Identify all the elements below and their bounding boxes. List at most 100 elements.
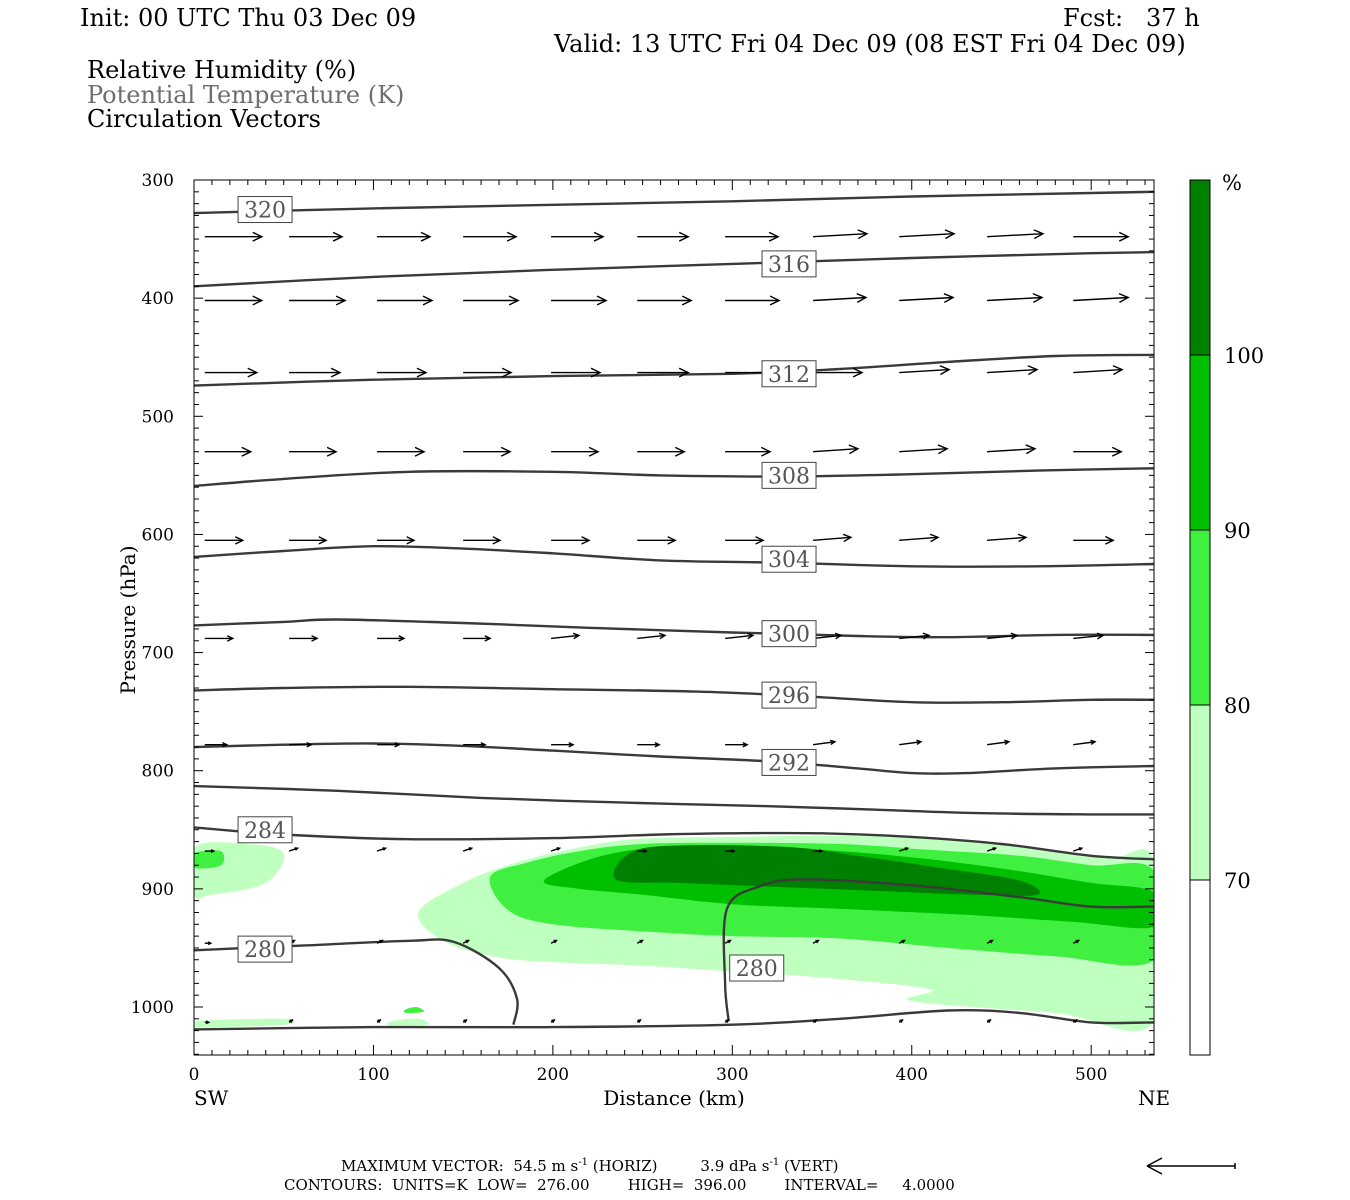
field-vectors-label: Circulation Vectors — [87, 105, 321, 133]
rh-fill-70 — [387, 1018, 429, 1027]
circulation-vector — [551, 367, 602, 378]
circulation-vector — [899, 365, 951, 376]
theta-contour-label: 308 — [761, 461, 817, 489]
circulation-vector — [288, 1018, 294, 1023]
theta-contour-label: 304 — [761, 545, 817, 573]
circulation-vector — [550, 1018, 556, 1023]
x-axis-label: Distance (km) — [603, 1086, 745, 1110]
theta-contour-300 — [194, 618, 1154, 639]
circulation-vector — [204, 367, 259, 378]
svg-text:292: 292 — [768, 751, 810, 776]
circulation-vector — [204, 941, 213, 946]
theta-contour-284 — [194, 826, 1154, 861]
circulation-vector — [899, 533, 940, 543]
circulation-vector — [463, 536, 502, 545]
circulation-vector — [289, 741, 313, 748]
theta-contour-320 — [194, 190, 1154, 215]
circulation-vector — [813, 293, 868, 303]
circulation-vector — [289, 231, 344, 242]
x-tick-label: 0 — [189, 1065, 200, 1085]
circulation-vector — [899, 229, 956, 240]
circulation-vector — [377, 367, 428, 378]
colorbar-segment — [1190, 705, 1210, 880]
reference-vector-icon — [1146, 1157, 1236, 1175]
circulation-vector — [899, 632, 931, 640]
circulation-vector — [813, 367, 864, 378]
max-vector-mid: (HORIZ) 3.9 dPa s — [587, 1157, 770, 1175]
theta-contour-276 — [194, 1009, 1154, 1031]
circulation-vector — [1073, 446, 1123, 457]
circulation-vector — [551, 632, 581, 640]
y-tick-label: 300 — [142, 171, 174, 191]
max-vector-suffix: (VERT) — [779, 1157, 839, 1175]
circulation-vector — [725, 446, 772, 457]
circulation-vector — [1072, 939, 1081, 944]
circulation-vector — [1073, 293, 1130, 303]
y-tick-label: 1000 — [131, 998, 174, 1018]
theta-contour-288 — [194, 784, 1154, 816]
y-tick-label: 800 — [142, 762, 174, 782]
theta-contour-label: 316 — [761, 250, 817, 278]
circulation-vector — [637, 446, 686, 457]
circulation-vector — [724, 1018, 730, 1023]
circulation-vector — [462, 1018, 468, 1023]
x-tick-label: 500 — [1075, 1065, 1107, 1085]
axes-layer: 300 400 500 600 700 800 900 1000 0 100 200 300 400 50… — [131, 171, 1154, 1085]
theta-contour-label: 280 — [237, 935, 293, 963]
circulation-vector — [812, 1018, 818, 1023]
circulation-vector — [463, 741, 487, 748]
circulation-vector — [725, 536, 765, 545]
circulation-vector — [986, 939, 994, 944]
circulation-vector — [898, 1018, 904, 1023]
y-tick-label: 400 — [142, 289, 174, 309]
circulation-vector — [899, 444, 949, 455]
circulation-vector — [813, 849, 824, 853]
svg-text:280: 280 — [736, 957, 778, 982]
y-tick-label: 700 — [142, 644, 174, 664]
circulation-vector — [463, 446, 512, 457]
ne-end-label: NE — [1138, 1086, 1170, 1110]
circulation-vector — [812, 632, 843, 640]
circulation-vector — [463, 231, 518, 242]
x-tick-label: 300 — [716, 1065, 748, 1085]
colorbar-label: 100 — [1224, 344, 1264, 368]
circulation-vector — [463, 367, 513, 378]
circulation-vector — [812, 939, 820, 944]
theta-contour-280 — [722, 878, 1154, 1022]
theta-contour-label: 292 — [761, 748, 817, 776]
x-tick-label: 400 — [896, 1065, 928, 1085]
colorbar: 70 80 90 100% — [1189, 171, 1264, 1056]
circulation-vector — [288, 847, 300, 852]
max-vector-prefix: MAXIMUM VECTOR: 54.5 m s — [341, 1157, 579, 1175]
theta-contour-316 — [194, 250, 1154, 288]
x-tick-label: 100 — [357, 1065, 389, 1085]
colorbar-unit: % — [1222, 171, 1242, 195]
circulation-vector — [1073, 231, 1130, 242]
max-vector-line: MAXIMUM VECTOR: 54.5 m s-1 (HORIZ) 3.9 d… — [341, 1158, 839, 1174]
circulation-vector — [204, 635, 235, 642]
circulation-vector — [551, 295, 608, 306]
svg-text:304: 304 — [768, 548, 810, 573]
circulation-vector — [637, 741, 661, 748]
contour-label-layer: 320 316 312 308 304 300 296 292 284 280 280 — [237, 196, 817, 982]
circulation-vector — [899, 739, 923, 746]
theta-contour-label: 312 — [761, 360, 817, 388]
circulation-vector — [1073, 365, 1124, 376]
circulation-vector — [289, 295, 347, 306]
circulation-vector — [987, 293, 1044, 303]
rh-fill-70 — [194, 842, 285, 899]
colorbar-frame — [1189, 179, 1211, 1056]
circulation-vector — [1073, 535, 1115, 545]
theta-contour-layer — [194, 190, 1154, 1031]
circulation-vector — [551, 536, 591, 545]
circulation-vector — [987, 739, 1011, 746]
svg-text:300: 300 — [768, 623, 810, 648]
rh-fill-70 — [194, 1018, 295, 1028]
x-tick-label: 200 — [537, 1065, 569, 1085]
circulation-vector — [725, 632, 755, 640]
circulation-vector — [550, 939, 558, 944]
svg-text:312: 312 — [768, 363, 810, 388]
colorbar-label: 80 — [1224, 694, 1251, 718]
theta-contour-296 — [194, 685, 1154, 704]
